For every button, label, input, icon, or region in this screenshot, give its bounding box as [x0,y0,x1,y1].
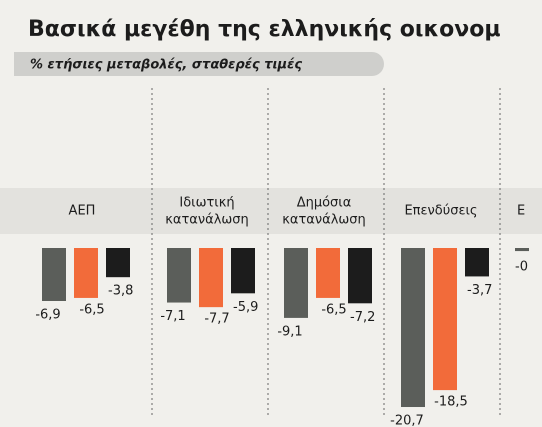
bar [167,248,191,303]
bar [401,248,425,408]
x-tick-label: Επενδύσεις [404,204,477,219]
chart-subtitle: % ετήσιες μεταβολές, σταθερές τιμές [30,58,302,73]
x-tick-label: ΑΕΠ [69,204,96,219]
subtitle-banner [14,52,384,76]
bar [231,248,255,294]
bar [433,248,457,391]
value-label: -6,9 [35,308,60,323]
value-label: -7,7 [204,312,229,327]
category-band [0,188,542,234]
value-label: -6,5 [321,302,346,317]
bar [42,248,66,302]
value-label: -5,9 [233,300,258,315]
value-label: -3,8 [108,284,133,299]
bar [284,248,308,318]
value-label: -9,1 [277,324,302,339]
value-label: -20,7 [390,414,424,427]
bar [465,248,489,277]
bar [515,248,529,252]
value-label: -3,7 [467,283,492,298]
value-label: -6,5 [79,302,104,317]
bar [106,248,130,278]
bar [348,248,372,304]
value-label: -7,2 [350,310,375,325]
value-label: -18,5 [434,395,468,410]
bar [316,248,340,298]
chart-title: Βασικά μεγέθη της ελληνικής οικονομ [28,17,501,42]
bar [199,248,223,308]
bar [74,248,98,298]
separators [151,88,501,418]
x-tick-label: Ιδιωτική κατανάλωση [165,195,249,227]
x-tick-label: Ε [517,204,525,219]
value-label: -7,1 [160,309,185,324]
value-label: -0 [515,260,528,275]
x-tick-label: Δημόσια κατανάλωση [282,195,366,227]
